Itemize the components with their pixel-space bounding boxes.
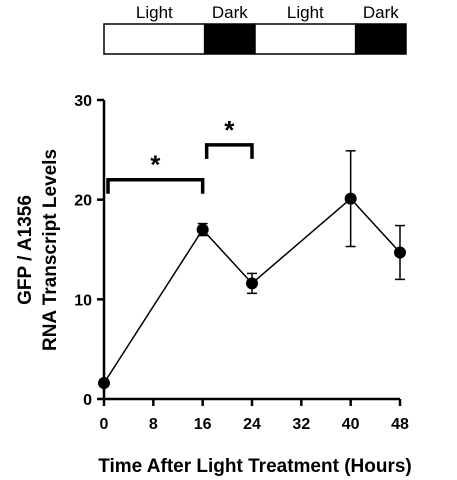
- data-point-0: [98, 377, 110, 390]
- y-tick-label-30: 30: [74, 93, 92, 110]
- photoperiod-dark-label-1: Dark: [212, 3, 248, 22]
- y-axis-title: GFP / A1356 RNA Transcript Levels: [15, 149, 61, 351]
- data-point-16: [196, 223, 209, 236]
- photoperiod-light-segment-2: [254, 23, 357, 55]
- x-tick-label-16: 16: [194, 416, 212, 433]
- significance-star-0: *: [150, 150, 161, 180]
- photoperiod-light-label-2: Light: [287, 3, 324, 22]
- data-series: [98, 150, 406, 390]
- photoperiod-dark-label-3: Dark: [363, 3, 399, 22]
- photoperiod-dark-segment-1: [203, 23, 256, 55]
- photoperiod-bar: Light Dark Light Dark: [103, 3, 407, 55]
- x-tick-label-0: 0: [100, 416, 109, 433]
- significance-bracket-1: [204, 143, 254, 159]
- significance-star-1: *: [224, 115, 235, 145]
- x-tick-label-32: 32: [292, 416, 310, 433]
- y-tick-label-0: 0: [83, 392, 92, 409]
- y-axis-title-line-2: RNA Transcript Levels: [40, 149, 61, 351]
- data-point-48: [394, 246, 406, 259]
- x-tick-label-8: 8: [149, 416, 158, 433]
- data-point-40: [344, 192, 357, 205]
- x-tick-label-40: 40: [342, 416, 360, 433]
- y-tick-label-10: 10: [74, 292, 92, 309]
- photoperiod-dark-segment-3: [354, 23, 407, 55]
- x-tick-label-48: 48: [391, 416, 409, 433]
- significance-brackets: **: [106, 115, 254, 194]
- photoperiod-light-segment-0: [103, 23, 206, 55]
- x-axis-title: Time After Light Treatment (Hours): [98, 456, 412, 477]
- photoperiod-light-label-0: Light: [136, 3, 173, 22]
- y-tick-label-20: 20: [74, 193, 92, 210]
- y-axis-title-line-1: GFP / A1356: [15, 195, 36, 305]
- x-tick-label-24: 24: [243, 416, 261, 433]
- significance-bracket-0: [106, 177, 205, 194]
- ticks: 0 10 20 30 0 8 16 24 32 40 48: [74, 93, 409, 433]
- data-point-24: [246, 277, 258, 290]
